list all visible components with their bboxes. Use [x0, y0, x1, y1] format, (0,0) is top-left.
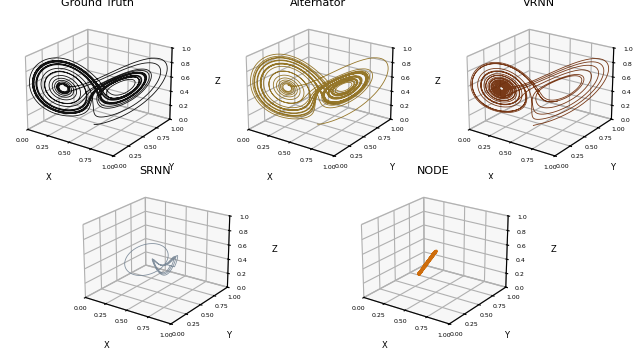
X-axis label: X: X — [382, 341, 388, 350]
Y-axis label: Y: Y — [389, 163, 394, 172]
Title: VRNN: VRNN — [523, 0, 556, 8]
X-axis label: X: X — [267, 173, 273, 182]
X-axis label: X: X — [46, 173, 52, 182]
Y-axis label: Y: Y — [504, 331, 509, 340]
Y-axis label: Y: Y — [610, 163, 615, 172]
Title: Alternator: Alternator — [291, 0, 346, 8]
X-axis label: X: X — [104, 341, 109, 350]
Title: SRNN: SRNN — [140, 166, 171, 176]
Y-axis label: Y: Y — [226, 331, 231, 340]
Y-axis label: Y: Y — [168, 163, 173, 172]
Title: Ground Truth: Ground Truth — [61, 0, 134, 8]
Title: NODE: NODE — [417, 166, 450, 176]
X-axis label: X: X — [488, 173, 493, 182]
